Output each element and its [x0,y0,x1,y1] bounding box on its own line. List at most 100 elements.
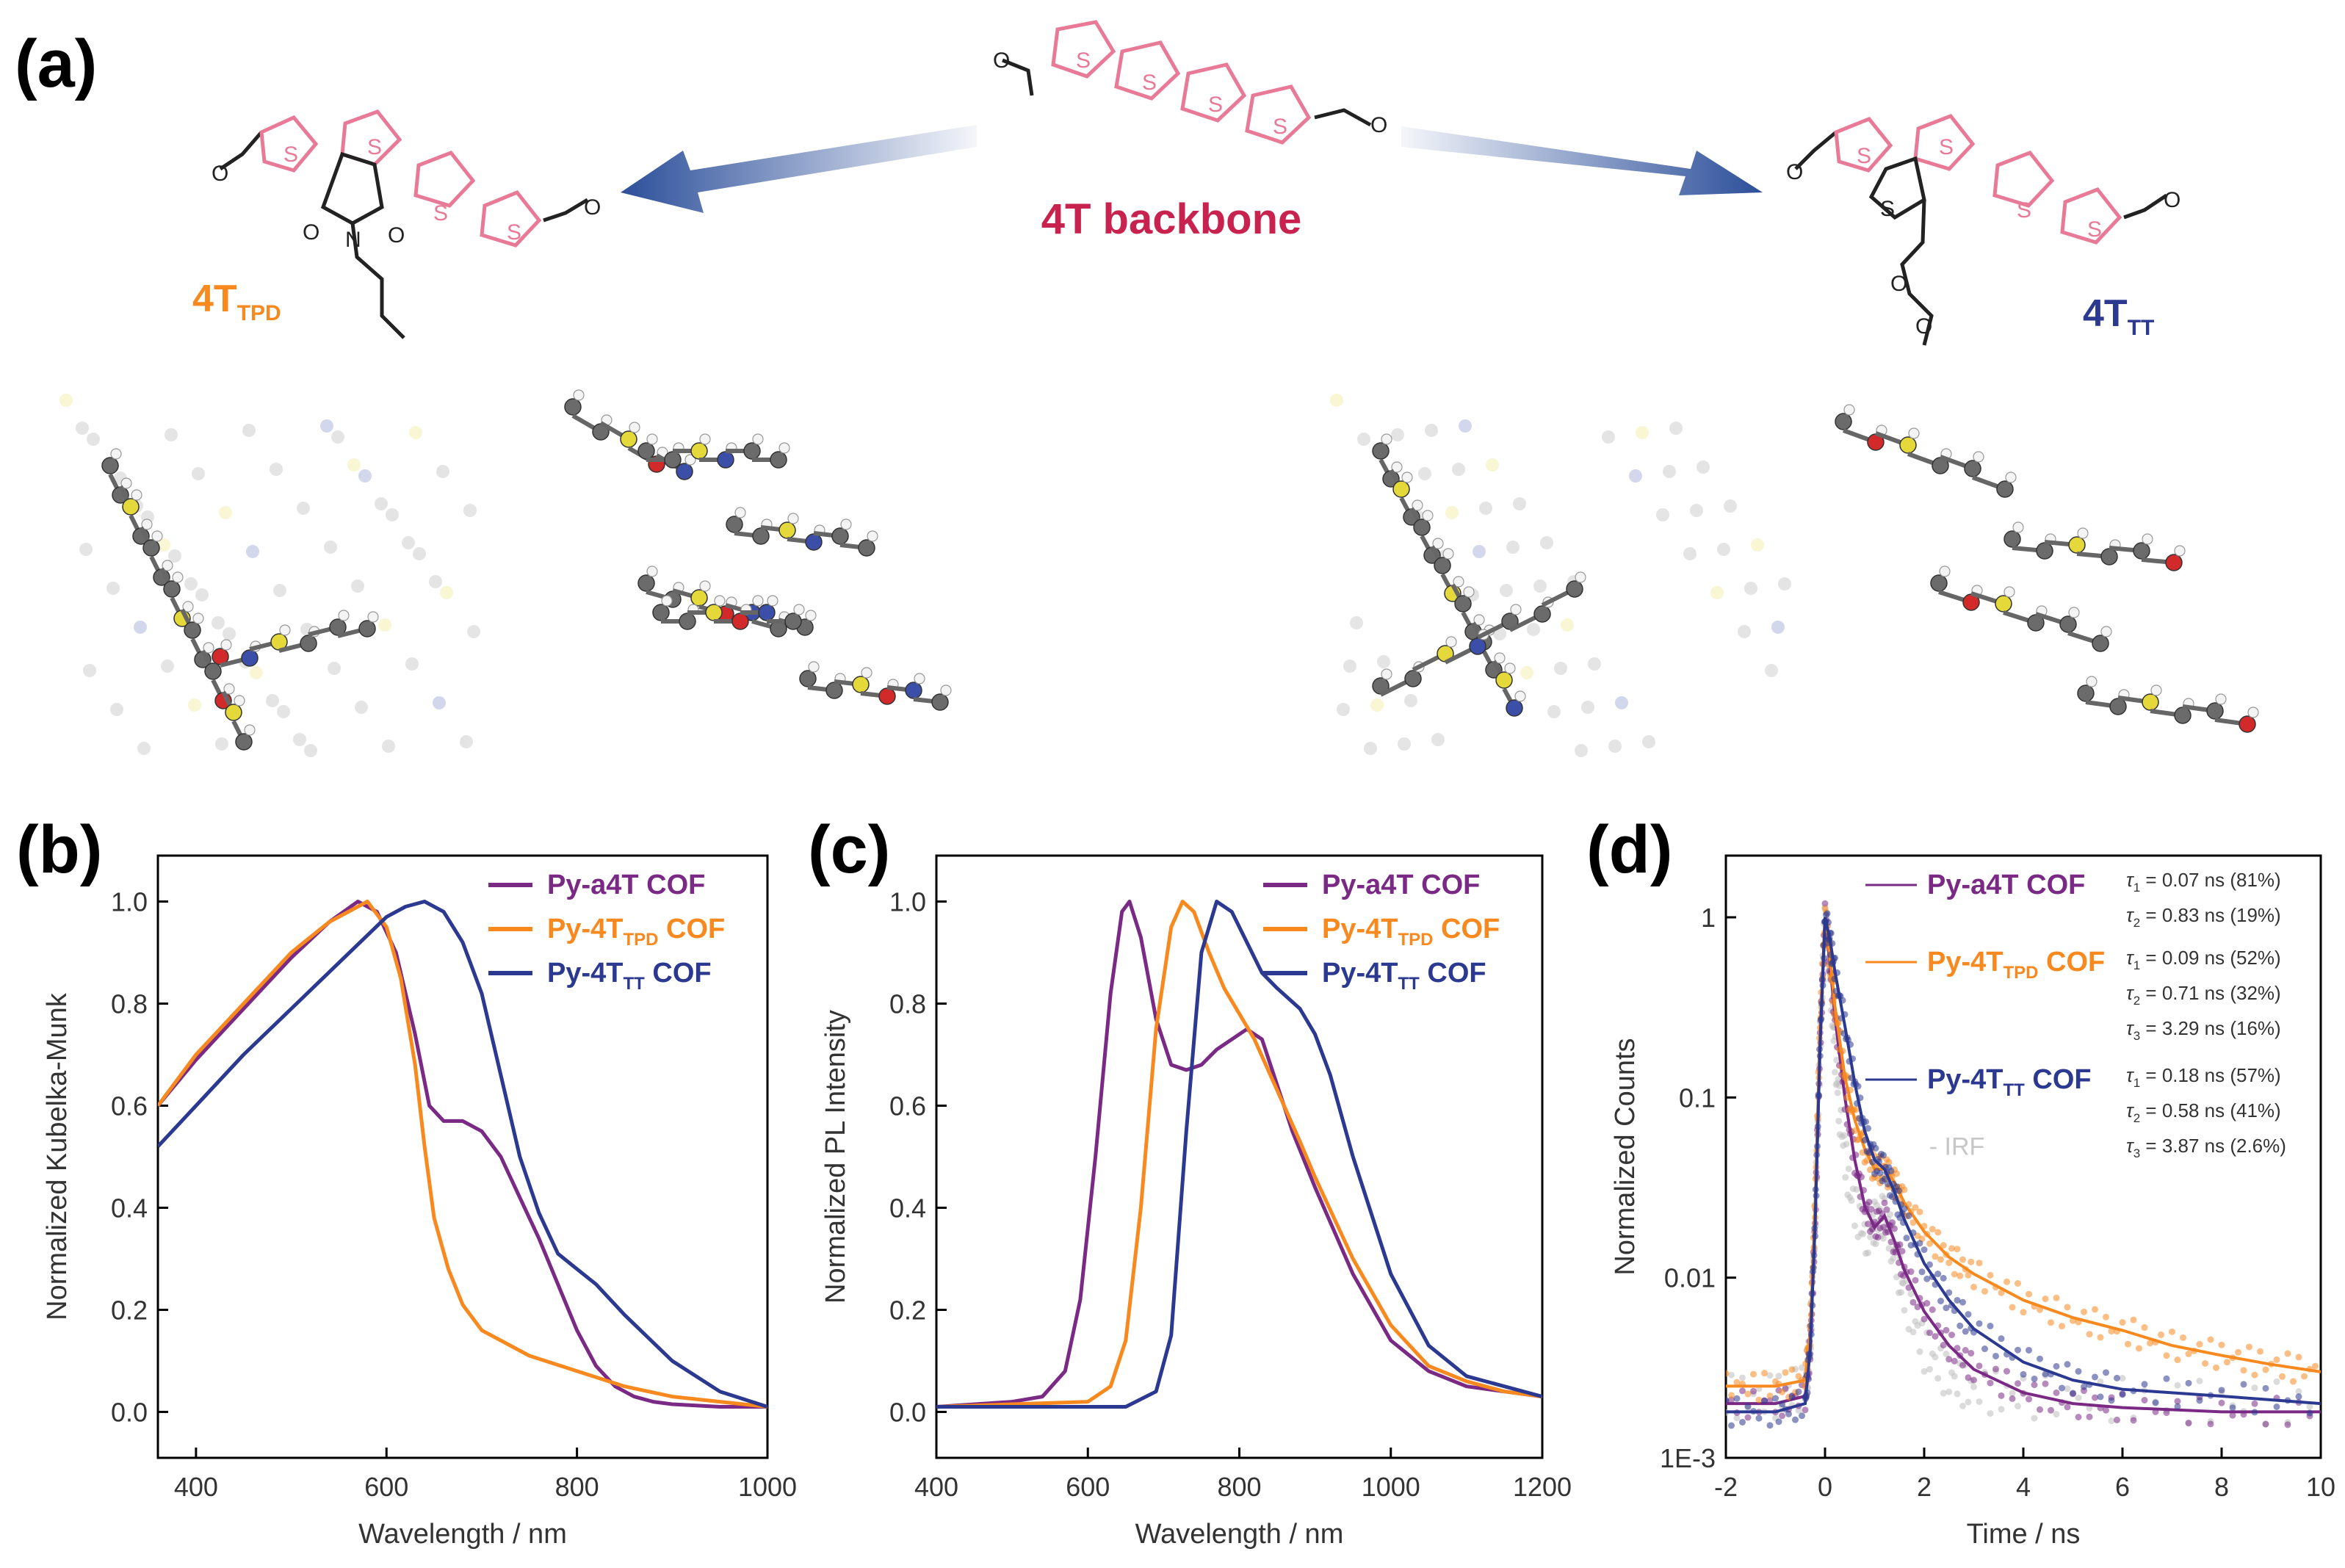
x-axis-label: Wavelength / nm [1135,1519,1344,1550]
data-point [2141,1381,2148,1388]
y-tick-label: 0.0 [111,1397,148,1427]
background-atom [1337,703,1350,716]
data-point [1962,1347,1969,1354]
hydrogen-atom [1412,499,1423,511]
atom [1506,699,1523,717]
data-point [2015,1346,2021,1354]
atom [1372,442,1390,460]
data-point [2119,1375,2126,1382]
lifetime-annotations: τ1 = 0.07 ns (81%)τ2 = 0.83 ns (19%)τ1 =… [1929,869,2286,1161]
data-point [1880,1235,1887,1242]
atom [142,539,160,557]
background-atom [1370,698,1384,712]
data-point [2273,1356,2280,1363]
background-atom [157,538,170,552]
data-point [2235,1348,2241,1356]
hydrogen-atom [808,661,820,673]
atom [637,442,655,460]
background-atom [347,458,361,472]
data-point [1772,1395,1779,1402]
y-tick-label: 0.4 [889,1193,926,1223]
background-atom [1690,504,1703,517]
atom [717,451,734,469]
data-point [2229,1412,2236,1419]
data-point [1926,1365,1933,1373]
lifetime-text: τ2 = 0.71 ns (32%) [2126,982,2281,1008]
data-point [1865,1249,1871,1257]
data-point [2020,1370,2027,1378]
hydrogen-atom [1504,662,1516,674]
data-point [2141,1324,2148,1332]
hydrogen-atom [861,667,872,679]
data-point [1940,1242,1947,1249]
data-point [1948,1332,1955,1339]
hydrogen-atom [1422,510,1434,521]
data-point [2086,1331,2093,1338]
data-point [2152,1399,2159,1406]
data-point [1901,1205,1908,1213]
tt-s-atom: S [1880,197,1895,221]
series-line [936,900,1542,1409]
data-point [1968,1258,1975,1265]
panel-label: (b) [16,812,102,887]
data-point [1750,1370,1757,1378]
tt-cof-background-layer [1330,394,1791,757]
data-point [1795,1388,1802,1395]
data-point [2163,1375,2170,1382]
atom [1996,480,2014,498]
legend-label-tail: COF [645,958,712,989]
hydrogen-atom [192,613,204,624]
data-point [2042,1380,2049,1387]
atom [799,670,817,687]
background-atom [1473,545,1486,558]
data-point [1896,1241,1904,1249]
background-atom [405,657,419,671]
legend-label-sub: TPD [1398,930,1433,950]
data-point [1987,1323,1994,1330]
tt-ester [1900,199,1934,346]
plot-frame [156,854,769,1459]
atom [225,704,242,721]
hydrogen-atom [793,604,805,615]
background-atom [110,703,123,716]
background-atom [1431,733,1445,746]
data-point [1951,1357,1958,1365]
tpd-ring-4 [480,189,542,248]
background-atom [467,625,480,638]
tpd-ring-1 [259,115,319,173]
atom [2239,715,2256,733]
data-point [1945,1356,1953,1363]
hydrogen-atom [223,683,235,695]
atom [690,442,708,460]
data-point [2048,1406,2054,1414]
tpd-stack-chain-1 [564,389,696,480]
data-point [1775,1418,1782,1426]
x-tick-label: 1000 [738,1472,797,1502]
tpd-o-atom: O [388,223,405,248]
arrow-right [1401,126,1763,195]
background-atom [1506,541,1520,554]
panel-label: (c) [808,812,890,887]
data-point [1987,1271,1994,1279]
data-point [1868,1205,1875,1213]
data-point [1872,1240,1879,1248]
data-point [2218,1399,2225,1406]
y-tick-label: 0.1 [1679,1083,1716,1113]
background-atom [1710,586,1724,599]
data-point [1887,1167,1895,1174]
hydrogen-atom [1432,538,1444,549]
background-atom [188,698,201,712]
background-atom [83,664,96,677]
data-point [2163,1409,2170,1417]
hydrogen-atom [684,454,696,466]
tt-s-atom: S [1939,135,1954,159]
tt-s-atom: S [2017,198,2031,223]
data-point [1916,1208,1923,1215]
data-point [1934,1375,1942,1382]
atom [1404,670,1422,687]
background-atom [273,584,286,597]
legend-label: Py-4TTPD COF [547,914,725,950]
legend-label-base: Py-a4T [547,870,639,900]
data-point [1901,1307,1908,1314]
background-atom [277,705,290,718]
